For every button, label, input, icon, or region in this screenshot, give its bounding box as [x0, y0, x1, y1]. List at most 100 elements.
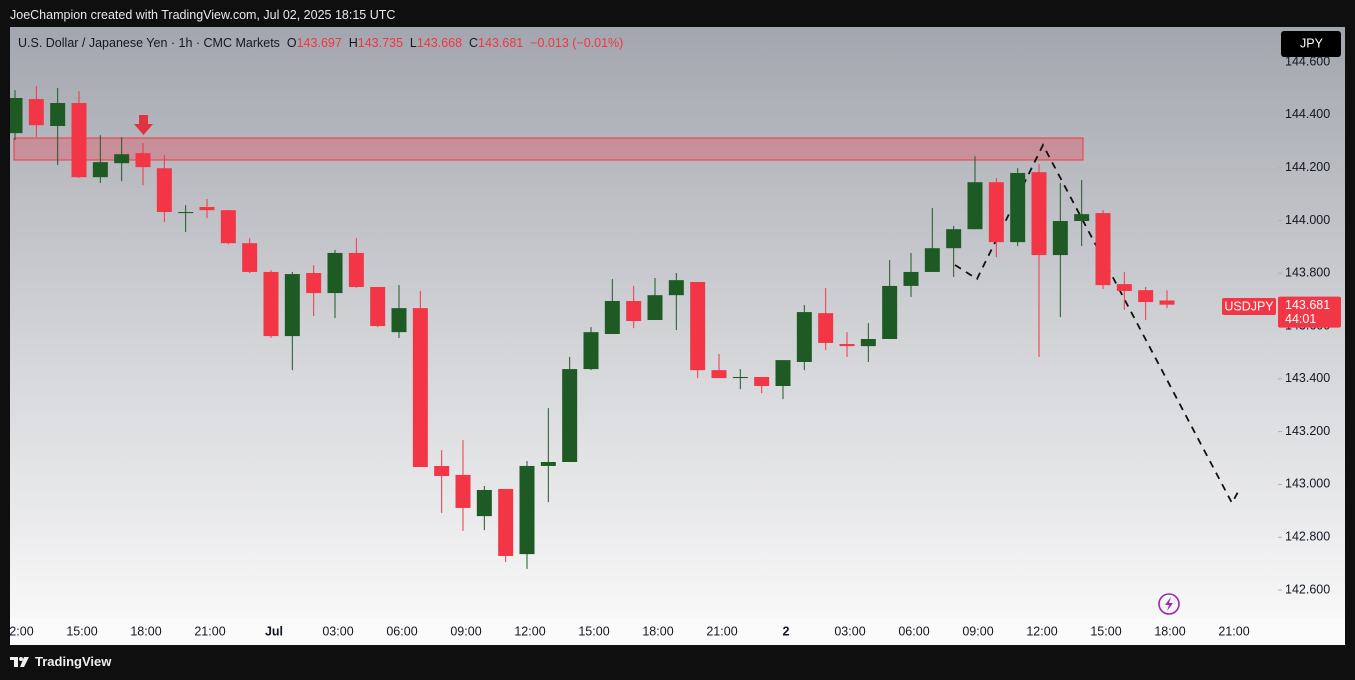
candle-body	[796, 312, 812, 362]
alert-icon[interactable]	[1158, 593, 1180, 615]
x-tick-label: 03:00	[322, 624, 353, 638]
candle-body	[476, 489, 492, 517]
candle-body	[690, 281, 706, 371]
candle-body	[1116, 284, 1132, 291]
candle-body	[1095, 213, 1111, 286]
candle-body	[71, 103, 87, 178]
candle-body	[263, 271, 279, 337]
x-tick-label: 21:00	[706, 624, 737, 638]
x-tick-label: 12:00	[514, 624, 545, 638]
candle-body	[540, 462, 556, 466]
candle-body	[92, 162, 108, 178]
x-tick-label: 03:00	[834, 624, 865, 638]
candle-body	[754, 377, 770, 386]
x-tick-label: 12:00	[1026, 624, 1057, 638]
candle-body	[135, 153, 151, 168]
candle-body	[711, 370, 727, 379]
candle-body	[946, 229, 962, 249]
y-tick-label: 144.600	[1285, 54, 1330, 68]
y-tick-label: 144.000	[1285, 213, 1330, 227]
x-tick-label: Jul	[265, 624, 283, 638]
candle-body	[284, 274, 300, 337]
candle-body	[220, 210, 236, 244]
x-tick-label: 12:00	[10, 624, 34, 638]
candle-body	[647, 295, 663, 320]
change-value: −0.013 (−0.01%)	[530, 36, 624, 50]
currency-button[interactable]	[1281, 31, 1341, 57]
candle-body	[50, 103, 66, 126]
candle-body	[156, 168, 172, 213]
ohlc-letter: H	[348, 36, 358, 50]
x-tick-label: 2	[783, 624, 790, 638]
footer: TradingView	[10, 654, 111, 669]
y-tick-label: 144.400	[1285, 107, 1330, 121]
currency-button-text[interactable]: JPY	[1300, 36, 1324, 50]
candle-body	[242, 243, 258, 272]
background	[10, 27, 1345, 645]
candle-body	[391, 308, 407, 333]
candle-body	[498, 488, 514, 556]
candle-body	[306, 273, 322, 294]
chart-frame: USDJPY JPY 142.600 142.800 143.000 143.200 1…	[10, 27, 1345, 645]
x-tick-label: 18:00	[642, 624, 673, 638]
candle-body	[903, 271, 919, 286]
candle-body	[1074, 214, 1090, 222]
candle-body	[1138, 290, 1154, 303]
symbol-tag-text: USDJPY	[1224, 299, 1274, 313]
legend: U.S. Dollar / Japanese Yen · 1h · CMC Ma…	[18, 36, 623, 50]
ohlc-value: 143.681	[478, 36, 524, 50]
candle-body	[114, 154, 130, 164]
x-tick-label: 18:00	[1154, 624, 1185, 638]
x-tick-label: 09:00	[450, 624, 481, 638]
candle-body	[455, 474, 471, 508]
candle-body	[988, 182, 1004, 243]
y-tick-label: 144.200	[1285, 160, 1330, 174]
candle-body	[10, 98, 23, 134]
plot	[10, 86, 1239, 569]
candle-body	[967, 182, 983, 230]
y-tick-label: 142.800	[1285, 530, 1330, 544]
candle-body	[775, 360, 791, 386]
candle-body	[519, 465, 535, 555]
candle-body	[839, 344, 855, 347]
projection-path	[954, 143, 1239, 505]
candle-body	[562, 369, 578, 463]
candle-body	[327, 252, 343, 294]
last-price-text: 143.681	[1285, 298, 1330, 312]
down-arrow	[134, 115, 153, 135]
candle-body	[1031, 172, 1047, 256]
candle-body	[882, 285, 898, 339]
x-tick-label: 06:00	[386, 624, 417, 638]
brand-logo	[10, 656, 29, 667]
symbol-tag	[1222, 298, 1276, 315]
resistance-zone	[13, 137, 1084, 161]
x-tick-label: 18:00	[130, 624, 161, 638]
x-tick-label: 06:00	[898, 624, 929, 638]
ohlc-value: 143.735	[357, 36, 403, 50]
candle-body	[412, 308, 428, 468]
x-tick-label: 15:00	[578, 624, 609, 638]
ohlc-letter: C	[469, 36, 479, 50]
candle-body	[1159, 300, 1175, 305]
x-axis-area	[10, 618, 1345, 645]
candle-body	[860, 338, 876, 347]
chart: USDJPY JPY 142.600 142.800 143.000 143.200 1…	[10, 27, 1345, 645]
candle-body	[732, 377, 748, 379]
candle-body	[28, 99, 44, 126]
candle-body	[370, 286, 386, 327]
y-tick-label: 143.800	[1285, 266, 1330, 280]
ohlc-letter: L	[409, 36, 417, 50]
candle-body	[668, 280, 684, 296]
candle-body	[199, 207, 215, 211]
x-tick-label: 15:00	[1090, 624, 1121, 638]
ohlc-value: 143.697	[296, 36, 342, 50]
ohlc-letter: O	[286, 36, 297, 50]
y-tick-label: 143.200	[1285, 424, 1330, 438]
x-tick-label: 21:00	[1218, 624, 1249, 638]
symbol-title: U.S. Dollar / Japanese Yen · 1h · CMC Ma…	[18, 36, 280, 50]
candle-body	[604, 300, 620, 334]
x-tick-label: 21:00	[194, 624, 225, 638]
y-tick-label: 143.400	[1285, 371, 1330, 385]
candle-body	[626, 300, 642, 322]
